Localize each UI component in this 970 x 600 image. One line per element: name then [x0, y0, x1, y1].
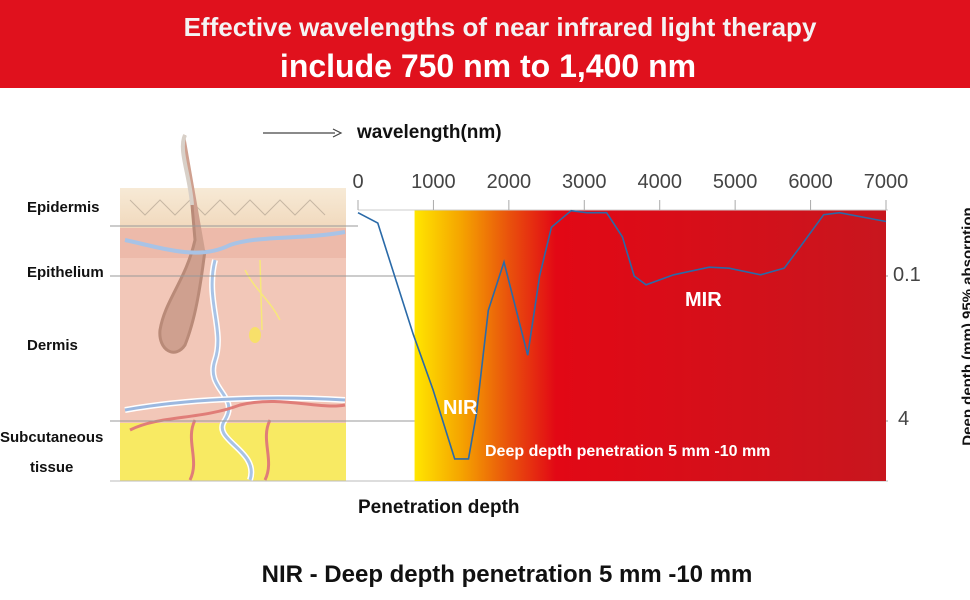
- dermis-layer: [120, 228, 346, 423]
- penetration-annotation: Deep depth penetration 5 mm -10 mm: [485, 443, 771, 460]
- y-axis-label: Deep depth (mm) 95% absorption: [959, 207, 970, 446]
- label-epithelium: Epithelium: [27, 264, 104, 281]
- header-title-line2: include 750 nm to 1,400 nm: [279, 48, 697, 84]
- epidermis-layer: [120, 188, 346, 228]
- penetration-depth-label: Penetration depth: [358, 497, 520, 518]
- skin-illustration: [120, 134, 346, 481]
- label-dermis: Dermis: [27, 337, 78, 354]
- x-tick-label: 1000: [411, 171, 456, 193]
- x-tick-label: 6000: [788, 171, 833, 193]
- x-tick-label: 2000: [486, 171, 532, 193]
- hair-shaft: [180, 134, 194, 206]
- y-tick-0.1: 0.1: [893, 264, 921, 286]
- x-axis-label: wavelength(nm): [357, 122, 502, 143]
- subcutaneous-layer: [120, 423, 346, 481]
- x-tick-label: 4000: [637, 171, 682, 193]
- mir-label: MIR: [685, 289, 722, 311]
- x-tick-label: 7000: [863, 171, 909, 193]
- nir-label: NIR: [443, 397, 478, 419]
- x-tick-label: 0: [352, 171, 364, 193]
- footer-caption: NIR - Deep depth penetration 5 mm -10 mm: [261, 561, 753, 588]
- absorption-curve: [357, 209, 887, 460]
- x-tick-label: 5000: [712, 171, 758, 193]
- label-subcutaneous: Subcutaneous: [0, 429, 104, 446]
- label-epidermis: Epidermis: [27, 199, 100, 216]
- label-tissue: tissue: [30, 459, 74, 476]
- x-tick-label: 3000: [562, 171, 607, 193]
- wavelength-band: [414, 210, 886, 481]
- header-banner: Effective wavelengths of near infrared l…: [0, 0, 970, 88]
- y-tick-4: 4: [898, 408, 910, 430]
- header-title-line1: Effective wavelengths of near infrared l…: [183, 12, 817, 42]
